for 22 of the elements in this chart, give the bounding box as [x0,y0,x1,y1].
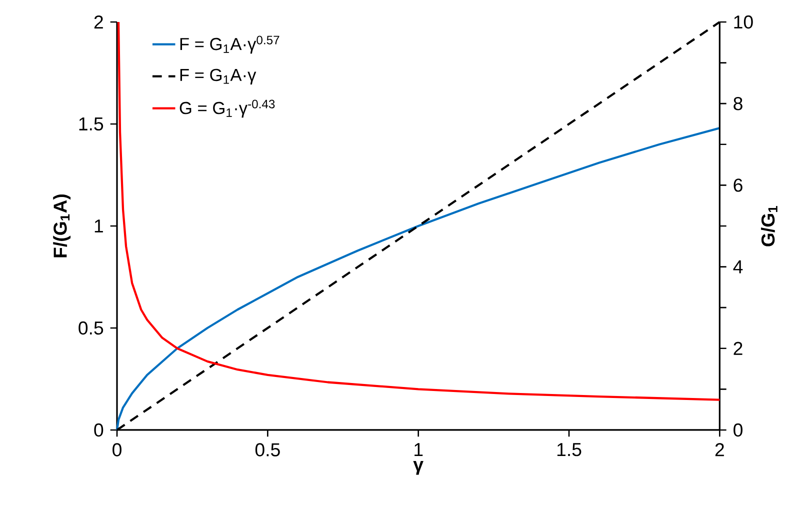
x-tick-label: 0 [112,443,122,456]
y-axis-title: F/(G$_{1}$A) [53,194,71,258]
y2-tick-label: 8 [734,96,742,110]
y2-axis-title: G/G$_{1}$ [760,206,778,246]
legend-label: F = G$_{1}$A·γ$^{0.57}$ [180,36,280,54]
y-tick-label: 1 [94,220,103,232]
y2-tick-label: 4 [733,260,743,274]
legend-label: F = G$_{1}$A·γ [180,68,256,85]
x-tick-label: 0.5 [255,443,280,456]
y-tick-label: 0.5 [78,321,104,335]
y-tick-label: 2 [94,15,103,29]
y2-tick-label: 0 [734,423,742,437]
x-tick-label: 2 [715,443,724,456]
x-tick-label: 1.5 [557,443,582,456]
y-tick-label: 0 [94,423,104,437]
y2-tick-label: 6 [734,178,742,192]
y-tick-label: 1.5 [79,117,104,131]
x-axis-title: γ [413,461,424,475]
legend-label: G = G$_{1}$·γ$^{-0.43}$ [180,100,275,118]
x-tick-label: 1 [414,443,423,456]
y2-tick-label: 10 [734,15,753,29]
y2-tick-label: 2 [734,342,742,355]
